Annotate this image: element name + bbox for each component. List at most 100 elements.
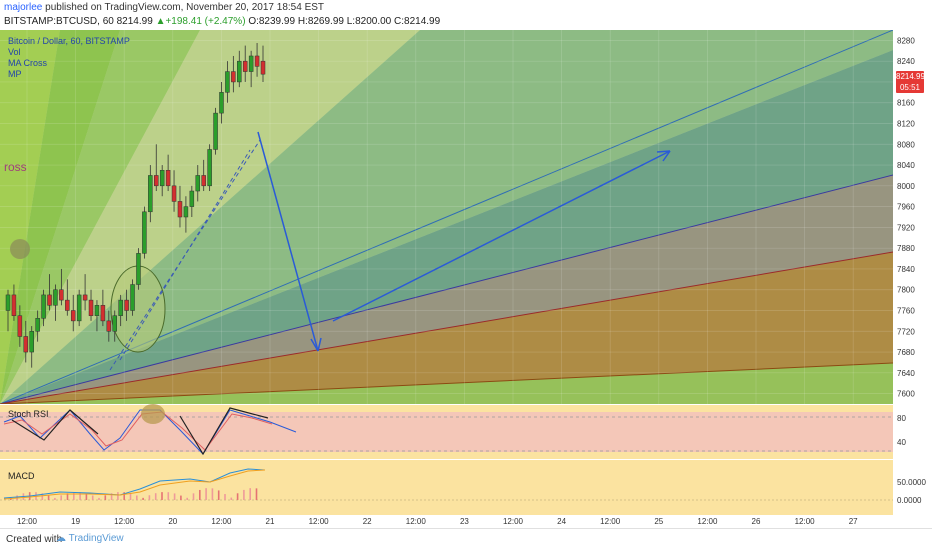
macd-bar [199, 489, 201, 500]
candle [207, 144, 212, 192]
candle [59, 268, 64, 306]
candle [195, 165, 201, 202]
candle [177, 185, 183, 228]
macd-bar [186, 497, 188, 500]
macd-bar [60, 495, 62, 500]
projection-arrow-down [257, 131, 319, 352]
candle [142, 206, 147, 259]
candle [225, 61, 230, 103]
footer-brand: TradingView [68, 533, 124, 544]
time-tick-label: 21 [266, 517, 275, 526]
macd-bar [47, 495, 50, 500]
chart-canvas[interactable]: 8280824082008160812080808040800079607920… [0, 30, 932, 528]
candle [219, 81, 224, 124]
publish-line: majorlee published on TradingView.com, N… [4, 2, 324, 13]
candle [41, 289, 46, 327]
time-tick-label: 12:00 [114, 517, 135, 526]
candle [171, 170, 177, 212]
macd-bar [167, 492, 170, 500]
price-tick-label: 8040 [897, 161, 915, 170]
time-tick-label: 12:00 [503, 517, 524, 526]
time-tick-label: 12:00 [309, 517, 330, 526]
macd-bar [217, 490, 220, 500]
price-tag-value: 8214.99 [896, 72, 925, 81]
open-value: O:8239.99 [248, 16, 296, 27]
candle [70, 294, 76, 332]
candle [237, 50, 242, 88]
price-tick-label: 7760 [897, 307, 915, 316]
candle [154, 144, 159, 192]
macd-bar [230, 497, 233, 500]
candle [159, 165, 165, 197]
candle [242, 45, 248, 82]
candle [136, 248, 141, 290]
candle [47, 274, 52, 311]
legend-item-vol[interactable]: Vol [8, 47, 21, 57]
candle [231, 55, 236, 93]
macd-bar [85, 493, 88, 500]
macd-bar [104, 495, 107, 500]
macd-bar [142, 497, 144, 500]
rsi-pane-label: Stoch RSI [8, 409, 49, 419]
time-tick-label: 12:00 [17, 517, 38, 526]
candle [189, 185, 195, 217]
stoch-d-line [3, 411, 273, 451]
macd-bar [41, 493, 44, 500]
macd-pane-bg [0, 460, 893, 515]
high-value: H:8269.99 [297, 16, 344, 27]
macd-bar [79, 492, 81, 500]
low-value: L:8200.00 [346, 16, 392, 27]
candle [76, 289, 82, 327]
price-tick-label: 8120 [897, 120, 915, 129]
candle [124, 289, 129, 321]
candle [112, 310, 117, 342]
macd-bar [136, 495, 138, 500]
macd-signal-line [3, 469, 266, 500]
time-axis[interactable] [0, 515, 893, 528]
indicator-legend: Bitcoin / Dollar, 60, BITSTAMP Vol MA Cr… [8, 36, 130, 80]
macd-tick-0: 0.0000 [897, 496, 922, 505]
candle [53, 284, 58, 321]
candle [88, 289, 94, 321]
candle [35, 310, 40, 342]
time-tick-label: 24 [557, 517, 566, 526]
time-tick-label: 27 [849, 517, 858, 526]
time-tick-label: 22 [363, 517, 372, 526]
price-axis[interactable] [893, 30, 932, 528]
candle [5, 289, 11, 332]
time-tick-label: 20 [168, 517, 177, 526]
macd-bar [255, 488, 258, 500]
macd-bar [117, 492, 119, 500]
tradingview-logo-icon[interactable]: ☁ TradingView [56, 533, 124, 544]
candle [118, 294, 123, 327]
candle [201, 159, 206, 192]
price-tick-label: 7600 [897, 390, 915, 399]
legend-title[interactable]: Bitcoin / Dollar, 60, BITSTAMP [8, 36, 130, 46]
candle [11, 284, 17, 321]
candle [94, 300, 100, 332]
last-price-tag: 8214.99 05:51 [896, 71, 925, 93]
footer: Created with ☁ TradingView [0, 528, 932, 551]
author-link[interactable]: majorlee [4, 2, 43, 13]
price-tick-label: 7920 [897, 223, 915, 232]
time-axis-ticks: 12:00 19 12:00 20 12:00 21 12:00 22 12:00 23 12:00… [17, 517, 858, 526]
candle [213, 107, 218, 155]
candle [260, 45, 266, 82]
candle [148, 165, 153, 223]
legend-item-mp[interactable]: MP [8, 69, 22, 79]
candle [65, 279, 70, 316]
symbol-label: BITSTAMP:BTCUSD, 60 [4, 16, 114, 27]
price-tick-label: 8080 [897, 140, 915, 149]
change-value: +198.41 (+2.47%) [165, 16, 246, 27]
macd-bar [161, 492, 163, 500]
macd-bar [249, 488, 251, 500]
candle [82, 274, 88, 311]
fan-band-6 [0, 50, 893, 404]
candle [183, 196, 189, 233]
time-tick-label: 26 [752, 517, 761, 526]
candle [254, 42, 260, 77]
published-text: published on TradingView.com, November 2… [45, 2, 325, 13]
price-tag-countdown: 05:51 [899, 83, 921, 92]
candle [17, 305, 23, 347]
legend-item-ma-cross[interactable]: MA Cross [8, 58, 48, 68]
